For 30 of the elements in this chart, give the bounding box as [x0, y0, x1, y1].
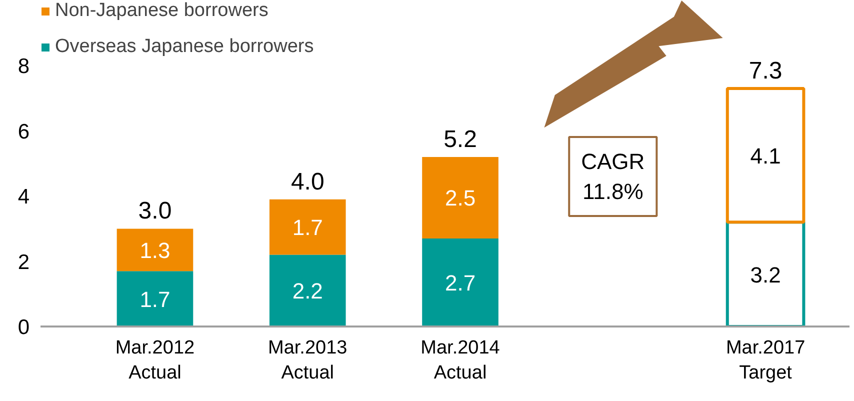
- y-tick-label: 6: [18, 120, 30, 144]
- total-label: 4.0: [290, 168, 324, 196]
- bar: [269, 254, 346, 326]
- total-label: 3.0: [138, 198, 172, 225]
- data-label: 4.1: [750, 143, 781, 168]
- y-tick-label: 2: [18, 250, 30, 274]
- x-tick-label: Mar.2013 Actual: [268, 338, 348, 384]
- x-tick-label: Mar.2012 Actual: [115, 338, 195, 384]
- data-label: 2.5: [444, 186, 476, 211]
- total-label: 5.2: [444, 126, 477, 153]
- data-label: 2.2: [292, 278, 323, 304]
- bar: [116, 228, 194, 272]
- bar: [422, 156, 498, 238]
- x-tick-label: Mar.2017 Target: [726, 338, 806, 384]
- legend-label: Non-Japanese borrowers: [55, 0, 268, 22]
- y-tick-label: 8: [18, 55, 30, 78]
- bar: [116, 271, 194, 326]
- data-label: 1.7: [292, 215, 323, 240]
- bar: [269, 199, 346, 255]
- bar: [422, 238, 498, 326]
- data-label: 1.7: [140, 286, 170, 312]
- data-label: 1.3: [140, 238, 170, 263]
- y-tick-label: 0: [18, 316, 30, 339]
- legend-label: Overseas Japanese borrowers: [55, 36, 314, 58]
- data-label: 3.2: [750, 262, 781, 288]
- y-tick-label: 4: [18, 186, 30, 209]
- total-label: 7.3: [748, 58, 782, 85]
- x-tick-label: Mar.2014 Actual: [420, 338, 500, 384]
- data-label: 2.7: [444, 270, 476, 296]
- annotation: CAGR 11.8%: [581, 149, 645, 204]
